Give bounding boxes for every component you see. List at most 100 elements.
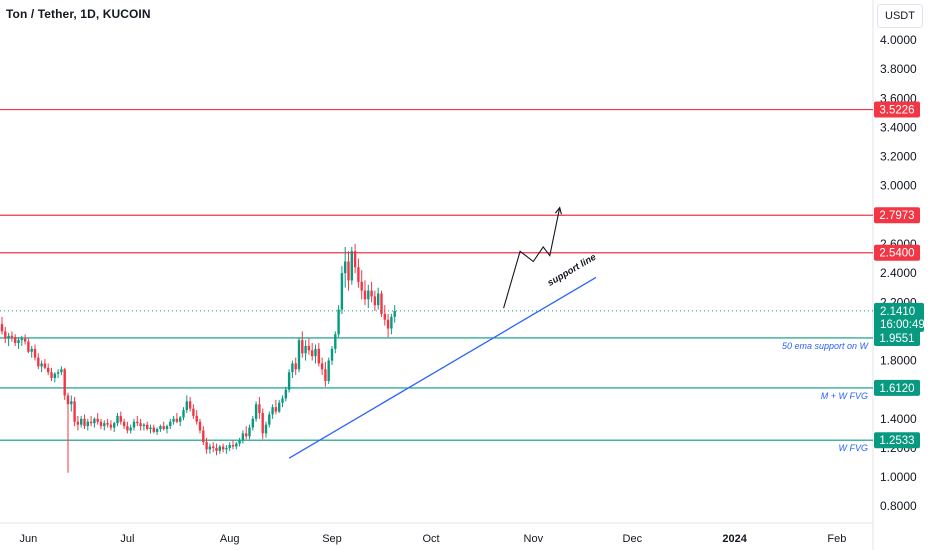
candle-body [377, 293, 380, 306]
candle-body [27, 341, 30, 352]
candle-body [380, 293, 383, 314]
candle-body [185, 401, 188, 411]
y-tick-label: 3.8000 [880, 62, 917, 76]
candle-body [116, 415, 119, 424]
candle-body [113, 423, 116, 428]
support-trendline[interactable] [288, 276, 597, 459]
projection-path[interactable] [503, 207, 561, 309]
candle-body [304, 345, 307, 354]
level-annotation: 50 ema support on W [782, 341, 870, 351]
currency-selector[interactable]: USDT [877, 4, 923, 28]
candle-body [56, 372, 60, 374]
projection-arrowhead [554, 206, 562, 215]
candle-body [142, 424, 146, 427]
candle-body [169, 421, 172, 427]
y-tick-label: 0.8000 [880, 499, 917, 513]
candle-body [195, 415, 198, 422]
candle-body [165, 426, 169, 430]
current-price-value: 2.1410 [880, 306, 915, 318]
candle-body [119, 415, 122, 422]
candle-body [14, 337, 17, 344]
candle-body [370, 290, 373, 297]
candle-body [281, 398, 284, 403]
current-price-badge [874, 302, 924, 332]
trendline-label: support line [546, 251, 599, 288]
candle-body [340, 273, 344, 310]
x-tick-label: Sep [322, 533, 342, 545]
candle-body [43, 363, 47, 368]
candle-body [136, 421, 139, 424]
candle-body [221, 446, 225, 450]
candle-body [106, 423, 109, 425]
candle-body [155, 429, 159, 432]
candle-body [175, 418, 179, 422]
candle-body [248, 427, 251, 437]
candle-body [390, 316, 393, 329]
level-price-badge-text: 1.9551 [879, 333, 914, 345]
level-price-badge [874, 329, 920, 346]
candle-body [228, 445, 231, 448]
x-tick-label: Oct [422, 533, 439, 545]
candle-body [212, 446, 215, 448]
candle-body [251, 418, 254, 428]
candle-body [278, 402, 281, 412]
candle-body [353, 251, 357, 268]
candle-body [357, 267, 360, 282]
candle-body [301, 340, 304, 354]
candle-body [360, 281, 363, 291]
candle-body [93, 418, 96, 424]
candle-body [162, 426, 165, 430]
candle-body [367, 290, 370, 300]
candle-body [347, 261, 350, 281]
candle-body [33, 348, 37, 358]
candle-body [231, 445, 235, 447]
candle-body [89, 421, 93, 424]
candle-body [96, 418, 99, 422]
candle-body [159, 426, 162, 430]
candle-body [0, 324, 4, 332]
candle-body [225, 447, 228, 450]
candle-body [103, 423, 106, 427]
candle-body [218, 446, 221, 451]
level-price-badge [874, 244, 920, 261]
candle-body [320, 363, 324, 370]
y-tick-label: 3.4000 [880, 120, 917, 134]
y-tick-label: 1.8000 [880, 354, 917, 368]
current-price-countdown: 16:00:49 [880, 319, 925, 331]
candle-body [146, 424, 149, 430]
candle-body [205, 442, 208, 450]
candle-body [337, 309, 340, 335]
candle-body [63, 369, 66, 396]
candle-body [83, 418, 86, 427]
candle-body [139, 423, 142, 427]
candle-body [129, 427, 132, 431]
candle-body [317, 348, 320, 364]
candle-body [261, 412, 264, 434]
level-price-badge-text: 1.2533 [879, 435, 914, 447]
level-annotation: W FVG [839, 443, 869, 453]
candle-body [274, 407, 278, 412]
candle-body [132, 421, 136, 428]
candle-body [20, 338, 23, 341]
candle-body [254, 404, 258, 419]
candle-body [73, 401, 76, 422]
candle-body [284, 389, 287, 399]
candle-body [126, 426, 129, 431]
candle-body [271, 407, 274, 415]
level-price-badge-text: 1.6120 [879, 383, 914, 395]
candle-body [235, 443, 238, 447]
candle-body [37, 357, 40, 367]
candle-body [10, 335, 14, 338]
y-tick-label: 3.0000 [880, 179, 917, 193]
candle-body [287, 372, 291, 390]
candle-body [80, 418, 83, 425]
level-price-badge [874, 101, 920, 118]
x-tick-label: Feb [827, 533, 846, 545]
candle-body [373, 296, 377, 306]
candle-body [30, 348, 33, 352]
level-price-badge-text: 2.5400 [879, 248, 914, 260]
candle-body [350, 251, 353, 281]
candle-body [294, 363, 297, 370]
x-tick-label: Jul [120, 533, 134, 545]
